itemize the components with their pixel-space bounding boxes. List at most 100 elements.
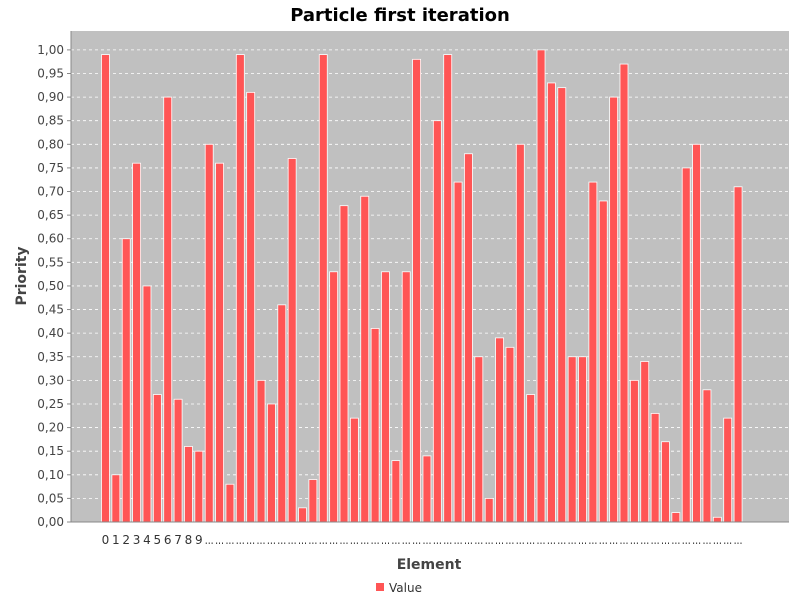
bar: [246, 91, 256, 523]
bar: [661, 441, 670, 523]
x-tick-label: ...: [422, 533, 431, 547]
x-tick-label: 9: [195, 533, 203, 547]
bar: [111, 474, 121, 523]
x-tick-label: ...: [381, 533, 390, 547]
legend: Value: [376, 581, 422, 595]
bar: [443, 54, 453, 523]
legend-label: Value: [389, 581, 422, 595]
y-tick-label: 0,95: [37, 66, 64, 80]
y-tick-label: 0,55: [37, 255, 64, 269]
legend-swatch: [376, 583, 384, 591]
x-tick-label: ...: [277, 533, 286, 547]
x-tick-label: 3: [133, 533, 141, 547]
x-tick-label: ...: [225, 533, 234, 547]
bar: [505, 346, 515, 523]
bar: [515, 143, 525, 523]
x-tick-label: ...: [651, 533, 660, 547]
x-tick-label: 7: [174, 533, 182, 547]
bar: [640, 361, 650, 523]
bar: [464, 153, 473, 523]
bar: [712, 516, 722, 523]
y-tick-label: 0,20: [37, 421, 64, 435]
bar: [733, 186, 743, 523]
x-tick-label: ...: [671, 533, 680, 547]
y-axis-ticks: 0,00 0,05 0,10 0,15 0,20 0,25 0,30 0,35 0,40 0,45…: [37, 31, 72, 529]
x-tick-label: ...: [702, 533, 711, 547]
y-tick-label: 0,30: [37, 373, 64, 387]
x-tick-label: ...: [568, 533, 577, 547]
x-tick-label: 5: [154, 533, 162, 547]
bar: [308, 479, 318, 523]
bar: [360, 195, 370, 523]
bar: [588, 181, 598, 523]
x-tick-label: ...: [640, 533, 649, 547]
bar: [235, 54, 245, 523]
y-tick-label: 0,60: [37, 232, 64, 246]
x-tick-label: ...: [371, 533, 380, 547]
x-tick-label: 1: [112, 533, 120, 547]
y-tick-label: 0,00: [37, 515, 64, 529]
bar: [702, 389, 712, 523]
x-tick-label: ...: [350, 533, 359, 547]
x-tick-label: ...: [205, 533, 214, 547]
x-tick-label: ...: [547, 533, 556, 547]
bar: [194, 450, 204, 523]
y-tick-label: 0,10: [37, 468, 64, 482]
bar: [163, 96, 173, 523]
y-tick-label: 0,85: [37, 114, 64, 128]
bar: [101, 54, 110, 523]
x-tick-label: ...: [713, 533, 722, 547]
x-tick-label: ...: [474, 533, 483, 547]
chart-title: Particle first iteration: [290, 5, 510, 26]
x-tick-label: 8: [185, 533, 193, 547]
x-tick-label: 2: [122, 533, 130, 547]
bar: [132, 162, 142, 523]
y-tick-label: 0,35: [37, 350, 64, 364]
x-tick-label: ...: [360, 533, 369, 547]
x-tick-label: ...: [454, 533, 463, 547]
x-tick-label: ...: [433, 533, 442, 547]
bar: [225, 483, 235, 523]
y-tick-label: 0,15: [37, 444, 64, 458]
bar: [391, 460, 401, 523]
bar: [277, 304, 287, 523]
bar: [142, 285, 152, 523]
x-tick-label: ...: [288, 533, 297, 547]
x-tick-label: ...: [215, 533, 224, 547]
bar: [432, 120, 442, 523]
bar: [681, 167, 691, 523]
x-tick-label: ...: [391, 533, 400, 547]
bar: [629, 379, 639, 523]
x-tick-label: ...: [308, 533, 317, 547]
x-tick-label: 4: [143, 533, 151, 547]
bar: [329, 271, 339, 523]
y-axis-label: Priority: [14, 246, 30, 305]
bar: [453, 181, 463, 523]
x-tick-label: ...: [620, 533, 629, 547]
x-tick-label: ...: [412, 533, 421, 547]
x-tick-label: ...: [464, 533, 473, 547]
bar: [567, 356, 577, 523]
x-tick-label: ...: [340, 533, 349, 547]
bar: [619, 63, 629, 523]
bar: [349, 417, 359, 523]
bar: [267, 403, 276, 523]
bar: [287, 158, 297, 523]
bar: [152, 394, 162, 523]
y-tick-label: 1,00: [37, 43, 64, 57]
y-tick-label: 0,50: [37, 279, 64, 293]
x-tick-label: ...: [537, 533, 546, 547]
y-tick-label: 0,45: [37, 303, 64, 317]
x-axis-label: Element: [397, 557, 462, 573]
x-tick-label: ...: [526, 533, 535, 547]
x-tick-label: ...: [723, 533, 732, 547]
bar: [184, 446, 193, 523]
plot-area: [71, 31, 789, 522]
y-tick-label: 0,05: [37, 491, 64, 505]
bar: [215, 162, 224, 523]
y-tick-label: 0,40: [37, 326, 64, 340]
x-tick-label: ...: [630, 533, 639, 547]
x-tick-label: ...: [485, 533, 494, 547]
bar: [692, 143, 701, 523]
